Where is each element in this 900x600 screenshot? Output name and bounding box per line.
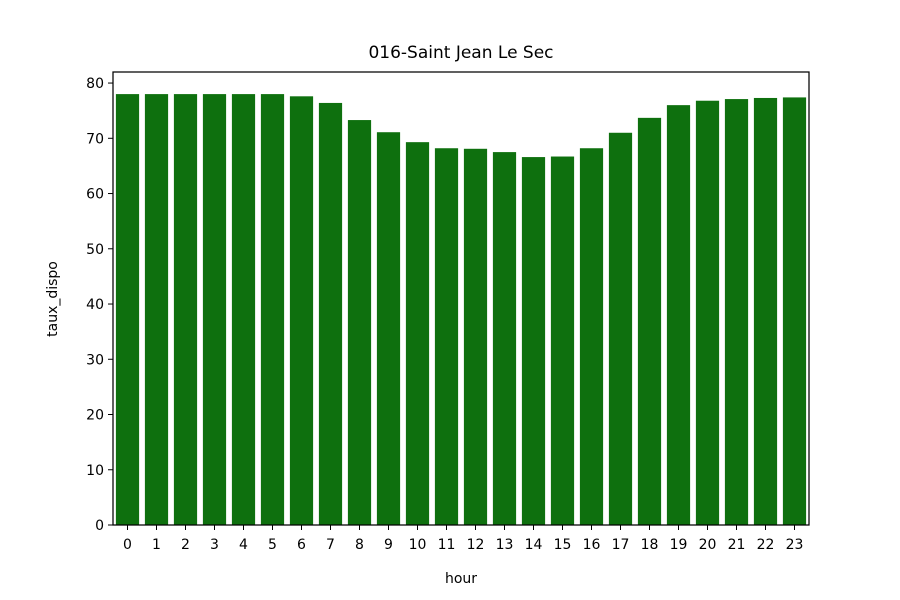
x-tick-label: 9 (384, 537, 393, 553)
x-tick-label: 18 (641, 537, 659, 553)
bar-hour-9 (376, 132, 401, 525)
bar-hour-16 (579, 148, 604, 526)
bar-hour-19 (666, 105, 691, 526)
x-tick-label: 8 (355, 537, 364, 553)
bar-hour-3 (202, 94, 227, 525)
x-tick-label: 17 (612, 537, 630, 553)
bar-hour-7 (318, 102, 343, 525)
bar-hour-18 (637, 117, 662, 525)
bar-hour-1 (144, 94, 169, 525)
y-axis-ticks: 0 10 20 30 40 50 60 70 80 (86, 76, 113, 534)
bar-hour-12 (463, 148, 488, 526)
y-tick-label: 50 (86, 242, 104, 258)
bar-hour-21 (724, 99, 749, 525)
chart-title: 016-Saint Jean Le Sec (368, 43, 553, 63)
x-tick-label: 7 (326, 537, 335, 553)
x-tick-label: 14 (525, 537, 543, 553)
x-tick-label: 12 (467, 537, 485, 553)
x-tick-label: 23 (786, 537, 804, 553)
x-tick-label: 6 (297, 537, 306, 553)
x-tick-label: 5 (268, 537, 277, 553)
bar-hour-5 (260, 94, 285, 525)
bar-hour-22 (753, 97, 778, 526)
y-tick-label: 40 (86, 297, 104, 313)
x-tick-label: 3 (210, 537, 219, 553)
x-tick-label: 13 (496, 537, 514, 553)
bar-hour-4 (231, 94, 256, 525)
x-tick-label: 19 (670, 537, 688, 553)
x-tick-label: 11 (438, 537, 456, 553)
x-tick-label: 22 (757, 537, 775, 553)
bar-hour-6 (289, 96, 314, 526)
bar-hour-0 (115, 94, 140, 525)
bar-hour-2 (173, 94, 198, 525)
x-tick-label: 1 (152, 537, 161, 553)
y-tick-label: 30 (86, 352, 104, 368)
bar-hour-8 (347, 120, 372, 525)
y-tick-label: 0 (95, 518, 104, 534)
y-tick-label: 70 (86, 131, 104, 147)
x-tick-label: 21 (728, 537, 746, 553)
plot-frame (112, 71, 810, 526)
bar-hour-14 (521, 157, 546, 525)
x-tick-label: 10 (409, 537, 427, 553)
bar-hour-15 (550, 156, 575, 525)
x-tick-label: 20 (699, 537, 717, 553)
x-tick-label: 4 (239, 537, 248, 553)
x-axis-title: hour (445, 571, 477, 587)
x-tick-label: 15 (554, 537, 572, 553)
x-tick-label: 0 (123, 537, 132, 553)
bar-hour-11 (434, 148, 459, 526)
x-axis-ticks: 0 1 2 3 4 5 6 7 8 9 10 11 12 13 14 15 16 17 18 19 20 21 22 23 (123, 525, 803, 553)
y-tick-label: 60 (86, 187, 104, 203)
bar-hour-10 (405, 142, 430, 525)
x-tick-label: 16 (583, 537, 601, 553)
y-tick-label: 10 (86, 463, 104, 479)
y-tick-label: 20 (86, 408, 104, 424)
bar-hour-13 (492, 152, 517, 526)
y-axis-title: taux_dispo (45, 261, 61, 337)
bar-hour-20 (695, 100, 720, 525)
bars-layer (115, 94, 807, 526)
bar-hour-23 (782, 97, 807, 525)
y-tick-label: 80 (86, 76, 104, 92)
x-tick-label: 2 (181, 537, 190, 553)
bar-hour-17 (608, 132, 633, 525)
